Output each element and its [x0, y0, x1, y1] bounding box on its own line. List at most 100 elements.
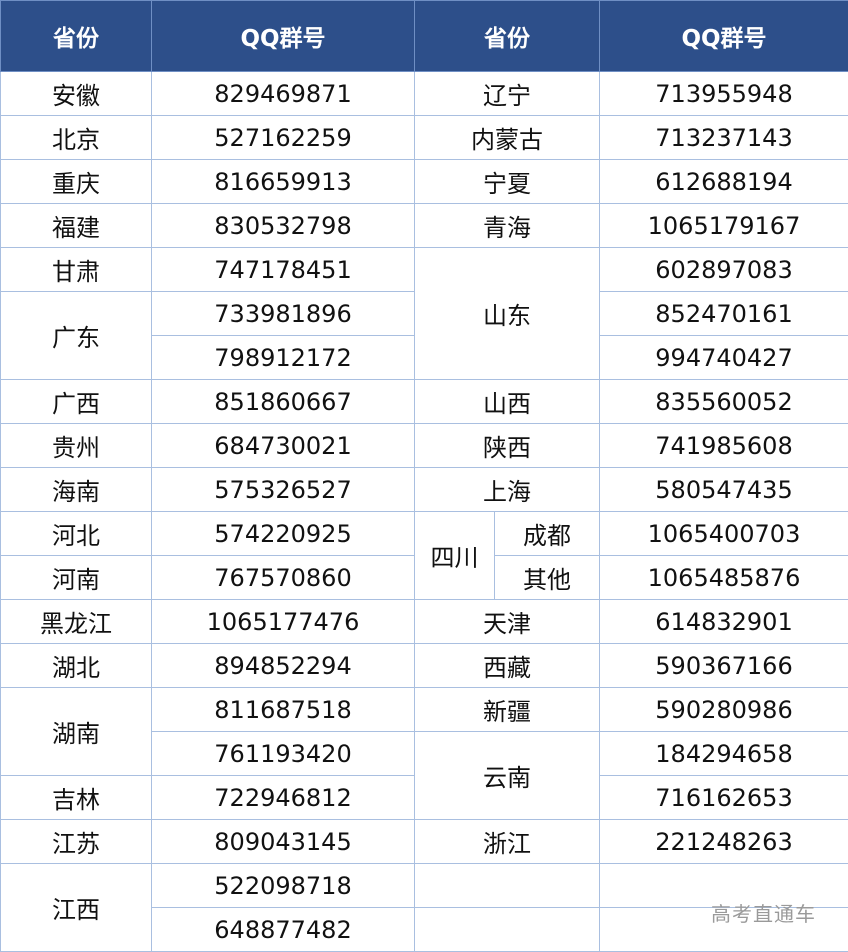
province-cell: 甘肃: [0, 247, 152, 292]
province-cell: 湖南: [0, 687, 152, 776]
qq-number-cell: 851860667: [151, 379, 415, 424]
qq-number-cell: 522098718: [151, 863, 415, 908]
province-cell: 陕西: [414, 423, 600, 468]
province-cell: 云南: [414, 731, 600, 820]
qq-number-cell: 590367166: [599, 643, 848, 688]
empty-cell: [599, 863, 848, 908]
province-cell: 天津: [414, 599, 600, 644]
qq-number-cell: 798912172: [151, 335, 415, 380]
province-cell: 青海: [414, 203, 600, 248]
qq-number-cell: 809043145: [151, 819, 415, 864]
qq-number-cell: 684730021: [151, 423, 415, 468]
province-cell: 广西: [0, 379, 152, 424]
province-cell: 河南: [0, 555, 152, 600]
province-cell: 辽宁: [414, 71, 600, 116]
qq-number-cell: 602897083: [599, 247, 848, 292]
qq-number-cell: 1065179167: [599, 203, 848, 248]
province-cell: 浙江: [414, 819, 600, 864]
header-province-right: 省份: [414, 0, 600, 72]
table-row: 黑龙江 1065177476 天津 614832901: [0, 599, 848, 644]
qq-number-cell: 184294658: [599, 731, 848, 776]
province-cell: 山东: [414, 247, 600, 380]
table-row: 福建 830532798 青海 1065179167: [0, 203, 848, 248]
table-row: 贵州 684730021 陕西 741985608: [0, 423, 848, 468]
province-cell: 内蒙古: [414, 115, 600, 160]
table-row: 北京 527162259 内蒙古 713237143: [0, 115, 848, 160]
qq-number-cell: 713237143: [599, 115, 848, 160]
qq-number-cell: 722946812: [151, 775, 415, 820]
qq-number-cell: 835560052: [599, 379, 848, 424]
table-row: 湖北 894852294 西藏 590367166: [0, 643, 848, 688]
province-cell: 重庆: [0, 159, 152, 204]
qq-number-cell: 527162259: [151, 115, 415, 160]
qq-number-cell: 994740427: [599, 335, 848, 380]
table-row: 江西 522098718: [0, 863, 848, 952]
empty-cell: [599, 907, 848, 952]
table-row: 吉林 722946812 716162653: [0, 775, 848, 820]
table-row: 甘肃 747178451 山东 602897083: [0, 247, 848, 380]
city-cell: 其他: [494, 555, 600, 600]
qq-number-cell: 761193420: [151, 731, 415, 776]
qq-number-cell: 221248263: [599, 819, 848, 864]
table-row: 海南 575326527 上海 580547435: [0, 467, 848, 512]
province-cell: 西藏: [414, 643, 600, 688]
table-row: 重庆 816659913 宁夏 612688194: [0, 159, 848, 204]
table-body: 安徽 829469871 辽宁 713955948 北京 527162259 内蒙古 7132…: [0, 71, 848, 952]
header-qq-right: QQ群号: [599, 0, 848, 72]
province-cell: 安徽: [0, 71, 152, 116]
qq-number-cell: 830532798: [151, 203, 415, 248]
province-cell: 福建: [0, 203, 152, 248]
qq-number-cell: 747178451: [151, 247, 415, 292]
header-province-left: 省份: [0, 0, 152, 72]
province-cell: 新疆: [414, 687, 600, 732]
table-row: 761193420 云南 184294658: [1, 731, 848, 820]
qq-number-cell: 614832901: [599, 599, 848, 644]
qq-number-cell: 590280986: [599, 687, 848, 732]
table-row: 河北 574220925 四川 成都 1065400703: [0, 511, 848, 600]
qq-number-cell: 612688194: [599, 159, 848, 204]
empty-cell: [414, 907, 600, 952]
header-row: 省份 QQ群号 省份 QQ群号: [0, 0, 848, 72]
qq-number-cell: 767570860: [151, 555, 415, 600]
province-cell: 江苏: [0, 819, 152, 864]
qq-number-cell: 894852294: [151, 643, 415, 688]
qq-number-cell: 648877482: [151, 907, 415, 952]
province-cell: 山西: [414, 379, 600, 424]
qq-number-cell: 713955948: [599, 71, 848, 116]
province-cell: 江西: [0, 863, 152, 952]
qq-number-cell: 733981896: [151, 291, 415, 336]
province-cell: 河北: [0, 511, 152, 556]
province-cell: 海南: [0, 467, 152, 512]
province-cell: 四川: [414, 511, 495, 600]
qq-number-cell: 716162653: [599, 775, 848, 820]
qq-number-cell: 816659913: [151, 159, 415, 204]
table-row: 广东 733981896 852470161: [0, 291, 848, 380]
province-cell: 宁夏: [414, 159, 600, 204]
province-cell: 广东: [0, 291, 152, 380]
table-row: 安徽 829469871 辽宁 713955948: [0, 71, 848, 116]
qq-number-cell: 1065177476: [151, 599, 415, 644]
qq-number-cell: 574220925: [151, 511, 415, 556]
province-cell: 贵州: [0, 423, 152, 468]
qq-number-cell: 1065400703: [599, 511, 848, 556]
qq-number-cell: 575326527: [151, 467, 415, 512]
table-row: 湖南 811687518 新疆 590280986: [0, 687, 848, 776]
table-row: 广西 851860667 山西 835560052: [0, 379, 848, 424]
province-cell: 北京: [0, 115, 152, 160]
table-row: 江苏 809043145 浙江 221248263: [0, 819, 848, 864]
province-cell: 吉林: [0, 775, 152, 820]
table-row: 648877482: [1, 907, 848, 952]
qq-number-cell: 580547435: [599, 467, 848, 512]
empty-cell: [414, 863, 600, 908]
qq-number-cell: 741985608: [599, 423, 848, 468]
province-cell: 上海: [414, 467, 600, 512]
qq-number-cell: 852470161: [599, 291, 848, 336]
qq-number-cell: 829469871: [151, 71, 415, 116]
watermark: 高考直通车: [711, 902, 816, 926]
qq-number-cell: 811687518: [151, 687, 415, 732]
province-cell: 黑龙江: [0, 599, 152, 644]
province-cell: 湖北: [0, 643, 152, 688]
qq-number-cell: 1065485876: [599, 555, 848, 600]
header-qq-left: QQ群号: [151, 0, 415, 72]
